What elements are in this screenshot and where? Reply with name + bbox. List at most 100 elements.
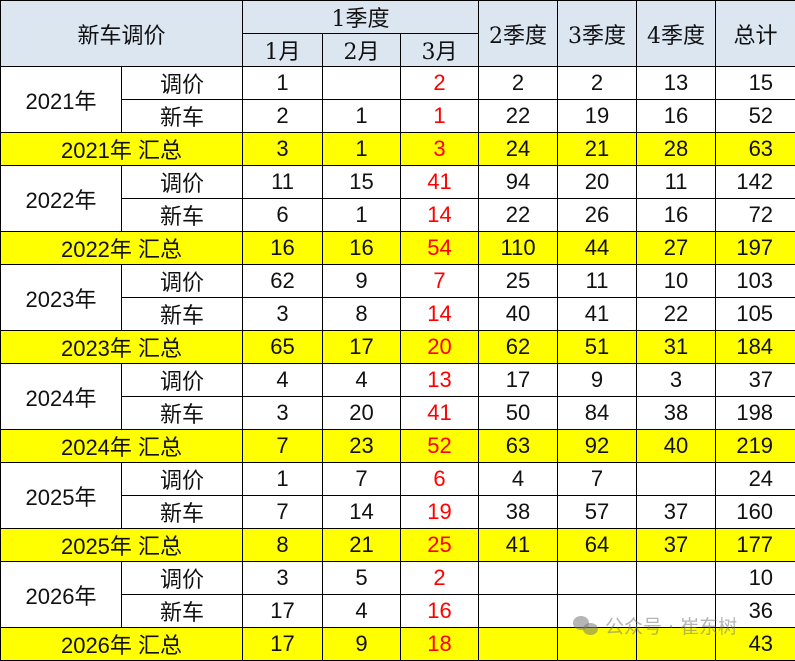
value-cell: 7 xyxy=(323,463,401,496)
value-cell: 15 xyxy=(323,166,401,199)
value-cell: 9 xyxy=(323,265,401,298)
summary-label: 2026年 汇总 xyxy=(1,628,243,661)
summary-value-cell: 37 xyxy=(637,529,716,562)
summary-label: 2023年 汇总 xyxy=(1,331,243,364)
value-cell: 50 xyxy=(479,397,558,430)
summary-value-cell: 3 xyxy=(243,133,323,166)
value-cell: 13 xyxy=(637,67,716,100)
row-type-label: 新车 xyxy=(122,595,243,628)
header-month-1: 1月 xyxy=(243,34,323,67)
value-cell: 7 xyxy=(243,496,323,529)
row-type-label: 调价 xyxy=(122,67,243,100)
value-cell: 14 xyxy=(401,298,479,331)
value-cell: 40 xyxy=(479,298,558,331)
summary-value-cell: 16 xyxy=(323,232,401,265)
summary-label: 2021年 汇总 xyxy=(1,133,243,166)
summary-value-cell: 18 xyxy=(401,628,479,661)
value-cell: 3 xyxy=(243,397,323,430)
value-cell: 7 xyxy=(558,463,637,496)
value-cell: 105 xyxy=(716,298,795,331)
year-label: 2022年 xyxy=(1,166,122,232)
value-cell: 6 xyxy=(243,199,323,232)
row-type-label: 调价 xyxy=(122,265,243,298)
value-cell: 22 xyxy=(479,199,558,232)
value-cell: 41 xyxy=(401,397,479,430)
value-cell: 2 xyxy=(401,67,479,100)
row-type-label: 新车 xyxy=(122,496,243,529)
summary-value-cell: 54 xyxy=(401,232,479,265)
summary-value-cell: 51 xyxy=(558,331,637,364)
value-cell: 4 xyxy=(243,364,323,397)
value-cell: 36 xyxy=(716,595,795,628)
value-cell xyxy=(558,595,637,628)
summary-value-cell: 92 xyxy=(558,430,637,463)
header-month-3: 3月 xyxy=(401,34,479,67)
summary-value-cell: 3 xyxy=(401,133,479,166)
year-label: 2024年 xyxy=(1,364,122,430)
summary-value-cell: 197 xyxy=(716,232,795,265)
value-cell: 2 xyxy=(243,100,323,133)
value-cell xyxy=(479,595,558,628)
header-q4: 4季度 xyxy=(637,1,716,67)
header-q3: 3季度 xyxy=(558,1,637,67)
summary-label: 2024年 汇总 xyxy=(1,430,243,463)
row-type-label: 新车 xyxy=(122,298,243,331)
summary-value-cell: 65 xyxy=(243,331,323,364)
summary-value-cell: 21 xyxy=(558,133,637,166)
value-cell: 37 xyxy=(716,364,795,397)
summary-value-cell: 27 xyxy=(637,232,716,265)
value-cell: 3 xyxy=(243,298,323,331)
value-cell: 37 xyxy=(637,496,716,529)
summary-value-cell: 24 xyxy=(479,133,558,166)
value-cell: 11 xyxy=(637,166,716,199)
row-type-label: 新车 xyxy=(122,397,243,430)
row-type-label: 调价 xyxy=(122,562,243,595)
value-cell: 17 xyxy=(243,595,323,628)
value-cell: 103 xyxy=(716,265,795,298)
summary-value-cell: 62 xyxy=(479,331,558,364)
summary-label: 2022年 汇总 xyxy=(1,232,243,265)
header-month-2: 2月 xyxy=(323,34,401,67)
value-cell: 17 xyxy=(479,364,558,397)
value-cell: 22 xyxy=(479,100,558,133)
row-type-label: 调价 xyxy=(122,364,243,397)
value-cell xyxy=(637,463,716,496)
value-cell: 26 xyxy=(558,199,637,232)
summary-value-cell xyxy=(558,628,637,661)
value-cell: 3 xyxy=(637,364,716,397)
table-title: 新车调价 xyxy=(1,1,243,67)
summary-label: 2025年 汇总 xyxy=(1,529,243,562)
value-cell xyxy=(637,562,716,595)
value-cell: 1 xyxy=(243,463,323,496)
value-cell: 20 xyxy=(558,166,637,199)
value-cell: 142 xyxy=(716,166,795,199)
value-cell: 38 xyxy=(637,397,716,430)
value-cell: 4 xyxy=(479,463,558,496)
value-cell: 22 xyxy=(637,298,716,331)
summary-value-cell: 43 xyxy=(716,628,795,661)
value-cell: 25 xyxy=(479,265,558,298)
summary-value-cell: 23 xyxy=(323,430,401,463)
summary-value-cell xyxy=(479,628,558,661)
summary-value-cell: 64 xyxy=(558,529,637,562)
header-total: 总计 xyxy=(716,1,795,67)
value-cell: 52 xyxy=(716,100,795,133)
summary-value-cell: 17 xyxy=(243,628,323,661)
value-cell: 15 xyxy=(716,67,795,100)
summary-value-cell: 16 xyxy=(243,232,323,265)
summary-value-cell: 9 xyxy=(323,628,401,661)
value-cell: 10 xyxy=(637,265,716,298)
value-cell: 13 xyxy=(401,364,479,397)
summary-value-cell: 17 xyxy=(323,331,401,364)
summary-value-cell: 31 xyxy=(637,331,716,364)
